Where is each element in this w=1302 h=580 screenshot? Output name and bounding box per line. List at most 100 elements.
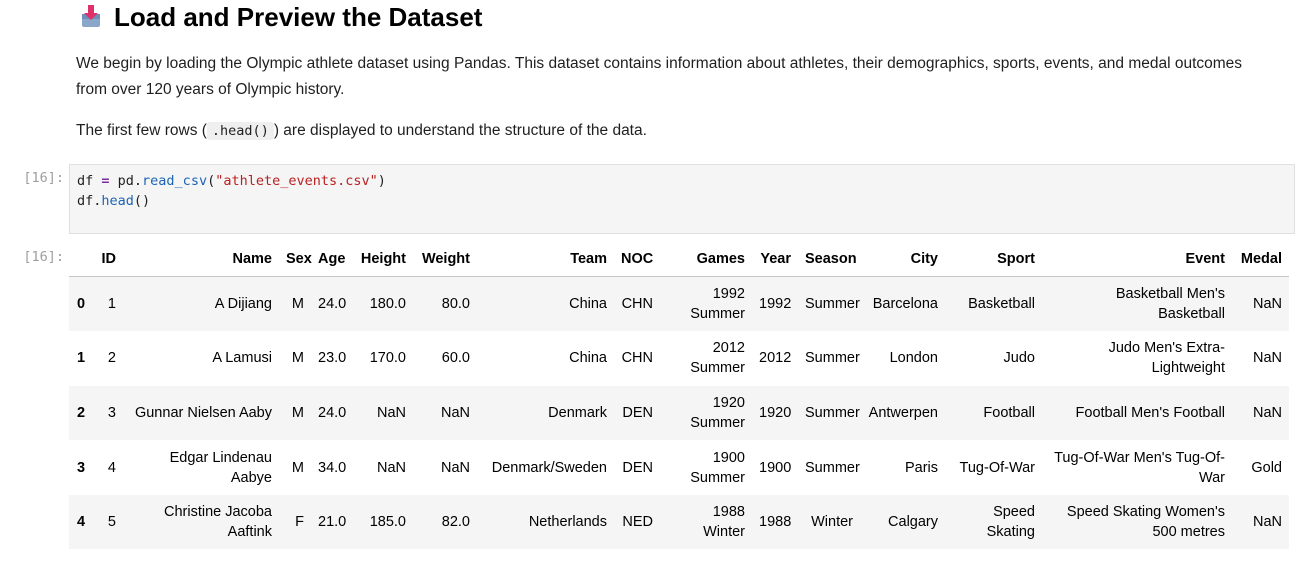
table-cell: M bbox=[291, 404, 304, 421]
code-token: = bbox=[93, 173, 118, 189]
column-header: Sport bbox=[945, 242, 1042, 277]
table-cell: 170.0 bbox=[369, 350, 406, 367]
input-prompt: [16]: bbox=[23, 170, 64, 186]
table-cell: 1900 bbox=[759, 459, 792, 476]
column-header bbox=[69, 242, 93, 277]
table-cell: NaN bbox=[376, 404, 406, 421]
table-cell: A Lamusi bbox=[212, 350, 272, 367]
intro-paragraph: We begin by loading the Olympic athlete … bbox=[76, 55, 1243, 98]
table-cell: M bbox=[291, 296, 304, 313]
table-cell: 2 bbox=[107, 350, 116, 367]
table-cell: 2012 Summer bbox=[690, 340, 745, 377]
table-cell: DEN bbox=[622, 404, 653, 421]
table-cell: DEN bbox=[622, 459, 653, 476]
table-row: 0 1 A Dijiang M 24.0 180.0 80.0 China CHN 1992 Su… bbox=[69, 276, 1289, 332]
code-token: df. bbox=[77, 193, 102, 209]
table-cell: NaN bbox=[1252, 350, 1282, 367]
table-cell: Basketball Men's Basketball bbox=[1115, 286, 1225, 323]
table-cell: 1992 bbox=[759, 296, 792, 313]
table-cell: CHN bbox=[621, 350, 653, 367]
column-header: Age bbox=[311, 242, 349, 277]
row-index: 2 bbox=[77, 404, 86, 421]
table-row: 1 2 A Lamusi M 23.0 170.0 60.0 China CHN 2012 Sum… bbox=[69, 331, 1289, 386]
table-cell: NaN bbox=[1252, 296, 1282, 313]
table-cell: NaN bbox=[376, 459, 406, 476]
table-cell: CHN bbox=[621, 296, 653, 313]
table-cell: NaN bbox=[1252, 404, 1282, 421]
table-cell: Basketball bbox=[968, 296, 1035, 313]
code-token: "athlete_events.csv" bbox=[215, 173, 378, 189]
column-header: NOC bbox=[614, 242, 660, 277]
row-index: 1 bbox=[77, 350, 86, 367]
table-cell: Gold bbox=[1251, 459, 1282, 476]
column-header: Sex bbox=[279, 242, 312, 277]
table-cell: 1988 Winter bbox=[703, 504, 745, 541]
code-token: read_csv bbox=[142, 173, 208, 189]
table-cell: NaN bbox=[440, 404, 470, 421]
table-cell: 3 bbox=[107, 404, 116, 421]
table-cell: Football bbox=[983, 404, 1035, 421]
table-cell: 34.0 bbox=[318, 459, 347, 476]
table-cell: Football Men's Football bbox=[1075, 404, 1225, 421]
code-token: pd. bbox=[117, 173, 143, 189]
table-cell: Summer bbox=[805, 404, 860, 421]
table-row: 2 3 Gunnar Nielsen Aaby M 24.0 NaN NaN Denmark D… bbox=[69, 385, 1289, 441]
table-cell: 82.0 bbox=[441, 514, 470, 531]
row-index: 0 bbox=[77, 296, 86, 313]
table-cell: Denmark bbox=[548, 404, 607, 421]
row-index: 4 bbox=[77, 514, 86, 531]
table-cell: Barcelona bbox=[872, 296, 938, 313]
table-cell: Calgary bbox=[888, 514, 938, 531]
head-paragraph-before: The first few rows ( bbox=[76, 122, 207, 139]
table-cell: Winter bbox=[811, 514, 853, 531]
table-row: 3 4 Edgar Lindenau Aabye M 34.0 NaN NaN Denmark… bbox=[69, 440, 1289, 495]
table-cell: M bbox=[291, 350, 304, 367]
table-cell: 1992 Summer bbox=[690, 286, 745, 323]
code-text[interactable]: df = pd.read_csv("athlete_events.csv") d… bbox=[77, 171, 386, 211]
inline-code: .head() bbox=[206, 122, 274, 140]
table-cell: Christine Jacoba Aaftink bbox=[164, 504, 272, 541]
table-cell: Speed Skating bbox=[986, 504, 1035, 541]
table-cell: Paris bbox=[904, 459, 938, 476]
column-header: Games bbox=[660, 242, 752, 277]
table-cell: 80.0 bbox=[441, 296, 470, 313]
code-token: ( bbox=[207, 173, 216, 189]
inbox-tray-icon bbox=[82, 5, 100, 27]
table-cell: Summer bbox=[805, 459, 860, 476]
head-paragraph-after: ) are displayed to understand the struct… bbox=[273, 122, 647, 139]
table-cell: 1920 bbox=[759, 404, 792, 421]
code-cell-editor[interactable]: df = pd.read_csv("athlete_events.csv") d… bbox=[69, 164, 1295, 234]
table-cell: China bbox=[569, 350, 607, 367]
table-cell: Tug-Of-War bbox=[959, 459, 1035, 476]
column-header: Event bbox=[1042, 242, 1232, 277]
dataframe-table: ID Name Sex Age Height Weight Team NOC Games Year… bbox=[69, 242, 1289, 550]
table-cell: 4 bbox=[107, 459, 116, 476]
table-row: 4 5 Christine Jacoba Aaftink F 21.0 185.0 82.0… bbox=[69, 494, 1289, 550]
table-cell: 180.0 bbox=[369, 296, 406, 313]
heading-text: Load and Preview the Dataset bbox=[114, 2, 483, 32]
table-cell: Summer bbox=[805, 350, 860, 367]
output-prompt: [16]: bbox=[23, 249, 64, 265]
table-cell: 23.0 bbox=[318, 350, 347, 367]
table-cell: China bbox=[569, 296, 607, 313]
column-header: Year bbox=[752, 242, 798, 277]
column-header: Team bbox=[477, 242, 614, 277]
column-header: Weight bbox=[413, 242, 477, 277]
table-cell: 1920 Summer bbox=[690, 394, 745, 431]
column-header: Height bbox=[349, 242, 413, 277]
row-index: 3 bbox=[77, 459, 86, 476]
table-cell: 21.0 bbox=[318, 514, 347, 531]
column-header: City bbox=[860, 242, 945, 277]
table-cell: 1 bbox=[107, 296, 116, 313]
table-cell: 24.0 bbox=[318, 296, 347, 313]
table-cell: NED bbox=[622, 514, 653, 531]
table-cell: F bbox=[295, 514, 304, 531]
table-body: 0 1 A Dijiang M 24.0 180.0 80.0 China CHN 1992 Su… bbox=[69, 276, 1289, 550]
table-cell: A Dijiang bbox=[214, 296, 272, 313]
table-cell: 1988 bbox=[759, 514, 792, 531]
table-cell: Summer bbox=[805, 296, 860, 313]
column-header: Medal bbox=[1232, 242, 1289, 277]
table-cell: Netherlands bbox=[528, 514, 607, 531]
head-paragraph: The first few rows (.head()) are display… bbox=[76, 118, 647, 144]
column-header: Name bbox=[123, 242, 279, 277]
